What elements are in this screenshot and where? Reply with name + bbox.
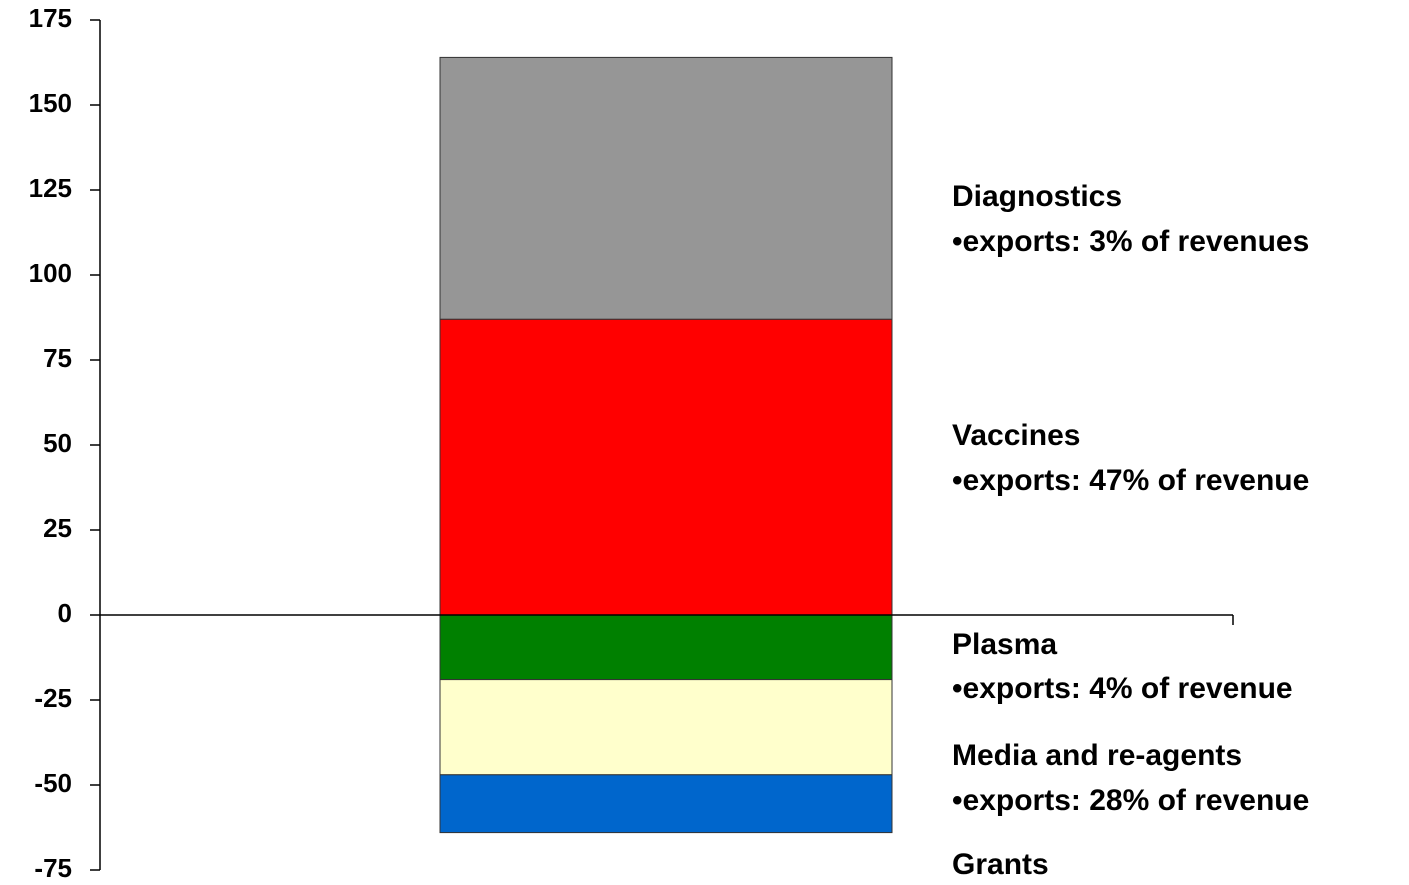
y-tick-label: 0	[58, 598, 72, 628]
bar-segment	[439, 56, 893, 320]
series-label: Media and re-agents	[952, 739, 1242, 772]
series-label: Diagnostics	[952, 180, 1122, 213]
y-tick-label: -25	[34, 683, 72, 713]
y-tick-label: -50	[34, 768, 72, 798]
y-tick-label: 25	[43, 513, 72, 543]
bar-segment	[439, 774, 893, 834]
bar-segment	[439, 679, 893, 776]
series-note: •exports: 3% of revenues	[952, 225, 1309, 258]
y-tick-label: 100	[29, 258, 72, 288]
series-note: •exports: 47% of revenue	[952, 464, 1309, 497]
y-tick-label: 75	[43, 343, 72, 373]
series-note: •exports: 28% of revenue	[952, 784, 1309, 817]
series-note: •exports: 4% of revenue	[952, 672, 1293, 705]
bar-segment	[439, 318, 893, 616]
y-tick-label: 150	[29, 88, 72, 118]
series-label: Plasma	[952, 628, 1057, 661]
y-tick-label: -75	[34, 853, 72, 883]
y-tick-label: 175	[29, 3, 72, 33]
bar-segment	[439, 614, 893, 681]
y-tick-label: 50	[43, 428, 72, 458]
series-label: Vaccines	[952, 419, 1080, 452]
series-label: Grants	[952, 848, 1049, 881]
y-tick-label: 125	[29, 173, 72, 203]
